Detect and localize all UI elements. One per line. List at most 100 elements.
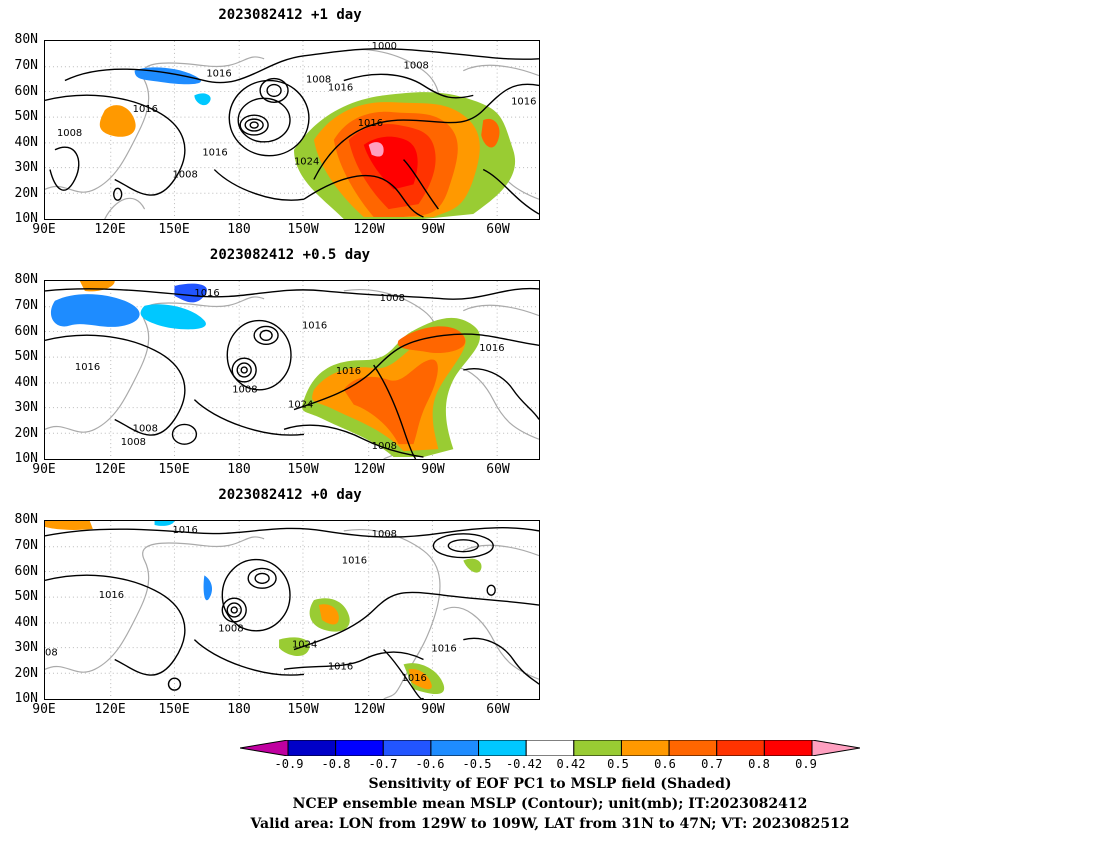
contour-label: 1008 [372,529,397,540]
colorbar-box [620,740,670,756]
lat-label: 40N [14,375,38,390]
lat-label: 60N [14,564,38,579]
lat-label: 10N [14,451,38,466]
contour-label: 1008 [306,75,331,86]
colorbar-tick: 0.9 [795,757,817,771]
contour-label: 1016 [479,343,504,354]
colorbar-tick: 0.7 [701,757,723,771]
contour-label: 1016 [194,288,219,299]
lon-label: 90W [421,222,445,237]
lon-label: 180 [227,462,251,477]
panel-3-title: 2023082412 +0 day [218,487,362,503]
contour-label: 1016 [172,525,197,536]
panel-2-title: 2023082412 +0.5 day [209,247,371,263]
colorbar-end-right [811,740,860,756]
panel-3-map: 1016 1008 1016 1016 1008 1024 1016 1016 … [44,520,540,700]
lon-label: 150E [158,702,190,717]
lat-label: 60N [14,84,38,99]
colorbar-end-left [240,740,289,756]
contour-label: 1016 [133,104,158,115]
lat-label: 40N [14,615,38,630]
contour-label: 1008 [404,61,429,72]
lon-label: 150E [158,222,190,237]
footer-line-2: NCEP ensemble mean MSLP (Contour); unit(… [292,796,808,812]
lon-label: 120W [353,222,385,237]
panel-2-map: 1016 1008 1016 1016 1016 1016 1008 1024 … [44,280,540,460]
contour-label: 1008 [232,385,257,396]
lat-label: 10N [14,691,38,706]
contour-label: 1016 [342,556,367,567]
colorbar-tick: -0.8 [321,757,351,771]
lon-label: 150E [158,462,190,477]
contour-label: 1024 [292,640,317,651]
contour-label: 1008 [172,169,197,180]
contour-label: 1016 [328,82,353,93]
lon-label: 60W [486,702,510,717]
panel-1-title: 2023082412 +1 day [218,7,362,23]
colorbar-tick: 0.42 [556,757,586,771]
lon-label: 120E [94,222,126,237]
lon-label: 60W [486,222,510,237]
colorbar-tick: -0.42 [505,757,543,771]
contour-label: 1016 [328,661,353,672]
lat-label: 30N [14,640,38,655]
colorbar-box [668,740,718,756]
lon-label: 90E [32,702,56,717]
contour-label: 1008 [133,423,158,434]
footer-line-3: Valid area: LON from 129W to 109W, LAT f… [250,816,850,832]
contour-label: 1024 [294,157,319,168]
lat-label: 20N [14,666,38,681]
colorbar-tick: -0.9 [274,757,304,771]
colorbar-tick: -0.5 [462,757,492,771]
contour-label: 1008 [380,293,405,304]
lat-label: 50N [14,349,38,364]
contour-label: 1016 [99,590,124,601]
lon-label: 180 [227,222,251,237]
colorbar [240,740,860,756]
colorbar-tick: 0.5 [607,757,629,771]
lon-label: 90W [421,702,445,717]
lat-label: 70N [14,58,38,73]
colorbar-box [763,740,813,756]
lon-label: 120E [94,702,126,717]
colorbar-box [382,740,432,756]
contour-label: 1008 [218,624,243,635]
colorbar-box [335,740,384,756]
lat-label: 70N [14,298,38,313]
lat-label: 80N [14,272,38,287]
contour-label: 1016 [402,673,427,684]
lon-label: 90E [32,222,56,237]
contour-label: 1000 [372,41,397,52]
colorbar-box [525,740,575,756]
contour-label: 08 [45,648,58,659]
lat-label: 30N [14,160,38,175]
lon-label: 60W [486,462,510,477]
lat-label: 10N [14,211,38,226]
colorbar-box [430,740,480,756]
contour-label: 1016 [206,69,231,80]
colorbar-box [573,740,622,756]
lat-label: 60N [14,324,38,339]
contour-label: 1008 [372,441,397,452]
lon-label: 150W [287,222,319,237]
colorbar-tick: 0.6 [654,757,676,771]
contour-label: 1016 [302,320,327,331]
contour-label: 1008 [121,437,146,448]
lon-label: 180 [227,702,251,717]
lon-label: 120E [94,462,126,477]
lat-label: 80N [14,512,38,527]
colorbar-box [287,740,337,756]
contour-label: 1016 [511,96,536,107]
lat-label: 30N [14,400,38,415]
colorbar-tick: 0.8 [748,757,770,771]
panel-1-map: 1000 1008 1008 1016 1016 1016 1016 1008 … [44,40,540,220]
contour-label: 1016 [431,644,456,655]
contour-label: 1016 [358,118,383,129]
contour-label: 1016 [336,366,361,377]
lon-label: 120W [353,462,385,477]
lon-label: 120W [353,702,385,717]
colorbar-tick: -0.6 [415,757,445,771]
contour-label: 1024 [288,400,313,411]
lat-label: 40N [14,135,38,150]
lat-label: 80N [14,32,38,47]
